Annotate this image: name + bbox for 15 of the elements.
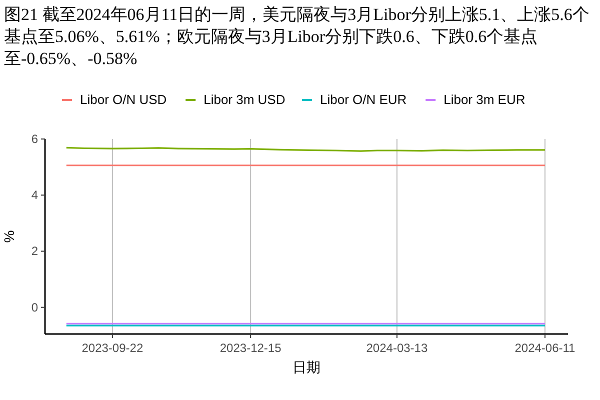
- legend-label: Libor O/N USD: [80, 92, 167, 107]
- x-tick-label: 2024-03-13: [366, 341, 428, 355]
- y-tick-label: 0: [31, 300, 38, 314]
- legend-label: Libor 3m EUR: [444, 92, 526, 107]
- y-axis-title: %: [1, 230, 17, 243]
- x-tick-label: 2023-12-15: [220, 341, 282, 355]
- x-tick-label: 2023-09-22: [82, 341, 144, 355]
- x-tick-label: 2024-06-11: [514, 341, 576, 355]
- legend-label: Libor 3m USD: [204, 92, 286, 107]
- x-axis-title: 日期: [292, 360, 320, 376]
- y-tick-label: 4: [31, 188, 38, 202]
- y-tick-label: 2: [31, 244, 38, 258]
- y-tick-label: 6: [31, 132, 38, 146]
- legend-label: Libor O/N EUR: [320, 92, 407, 107]
- chart-title: 图21 截至2024年06月11日的一周，美元隔夜与3月Libor分别上涨5.1、上涨5.6个基点至5.06%、5.61%；欧元隔夜与3月Libor分别下跌0.6、下跌0.6个基点至-0.65%、-0.58%: [4, 4, 590, 70]
